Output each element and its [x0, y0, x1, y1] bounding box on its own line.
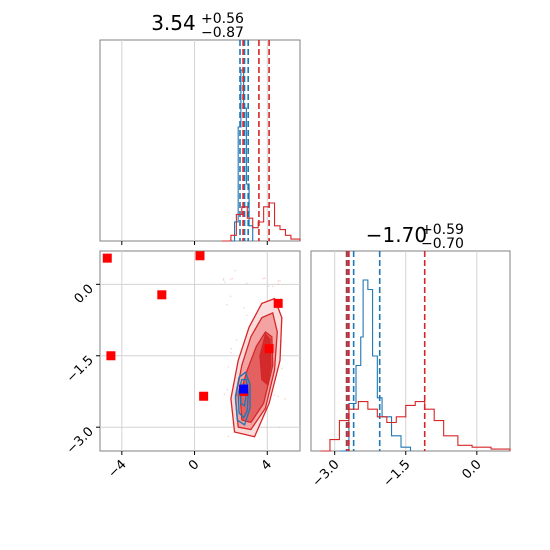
x-tick-label: −3.0: [310, 457, 343, 490]
sample-point: [229, 295, 232, 297]
sample-point: [277, 283, 280, 285]
sample-point: [224, 281, 226, 284]
sample-point: [279, 280, 281, 282]
x-tick-label: −4: [105, 457, 129, 481]
sample-point: [268, 285, 270, 287]
marker-red: [106, 351, 116, 361]
grid-lines: [121, 40, 268, 241]
histogram-panel-y: −3.0 −1.5 0.0 −1.70 +0.59 −0.70: [310, 219, 511, 490]
panel-frame: [99, 39, 301, 242]
x-tick-label: −1.5: [381, 457, 414, 490]
sample-point: [230, 352, 232, 354]
histogram-marks: [221, 40, 301, 242]
title-x-value: 3.54: [151, 11, 196, 35]
title-x-plus: +0.56: [201, 11, 244, 27]
sample-point: [234, 269, 236, 272]
y-tick-label: −3.0: [64, 424, 97, 457]
sample-point: [279, 297, 282, 300]
sample-point: [262, 277, 264, 280]
x-tick-label: 0: [186, 457, 202, 473]
x-tick-labels: −4 0 4: [105, 457, 275, 481]
contour-blue: [234, 371, 251, 426]
sample-point: [273, 394, 275, 396]
sample-point: [231, 277, 233, 280]
title-x-minus: −0.87: [201, 25, 244, 41]
sample-point: [277, 280, 280, 282]
sample-point: [230, 348, 232, 350]
marker-red: [157, 290, 167, 300]
scatter-panel: −4 0 4 0.0 −1.5 −3.0: [64, 250, 301, 481]
sample-point: [226, 304, 228, 306]
x-tick-label: 4: [259, 457, 275, 473]
sample-point: [223, 279, 225, 281]
marker-blue: [239, 384, 249, 394]
title-x: 3.54 +0.56 −0.87: [151, 8, 249, 41]
histogram-series-blue: [339, 279, 412, 452]
sample-point: [246, 314, 248, 317]
histogram-panel-x: 3.54 +0.56 −0.87: [99, 8, 301, 245]
x-tick-labels: −3.0 −1.5 0.0: [310, 457, 485, 490]
sample-point: [279, 426, 281, 429]
sample-point: [243, 307, 245, 309]
sample-point: [284, 398, 286, 400]
sample-point: [229, 278, 232, 280]
tick-marks: [334, 451, 478, 455]
x-tick-label: 0.0: [459, 457, 484, 482]
tick-marks: [121, 241, 268, 245]
sample-point: [264, 277, 266, 279]
title-y-minus: −0.70: [421, 236, 464, 252]
sample-point: [227, 366, 230, 368]
y-tick-labels: 0.0 −1.5 −3.0: [64, 282, 97, 458]
tick-marks: [96, 283, 268, 455]
y-tick-label: 0.0: [72, 282, 97, 307]
sample-point: [272, 285, 274, 287]
sample-point: [235, 339, 238, 341]
grid-lines: [334, 251, 478, 451]
title-y-plus: +0.59: [421, 222, 464, 238]
sample-point: [227, 435, 230, 438]
title-y: −1.70 +0.59 −0.70: [366, 219, 469, 252]
sample-point: [277, 395, 279, 398]
marker-red: [102, 253, 112, 263]
sample-point: [222, 278, 225, 280]
sample-point: [281, 368, 283, 370]
title-y-value: −1.70: [366, 223, 427, 247]
marker-red: [199, 391, 209, 401]
scatter-marks: [102, 251, 286, 438]
sample-point: [223, 393, 225, 395]
histogram-marks: [320, 251, 511, 452]
marker-red: [264, 344, 274, 354]
sample-point: [226, 389, 228, 391]
y-tick-label: −1.5: [64, 353, 97, 386]
sample-point: [266, 426, 268, 429]
sample-point: [246, 282, 248, 285]
marker-red: [273, 298, 283, 308]
histogram-series-red: [221, 202, 301, 242]
marker-red: [195, 251, 205, 261]
